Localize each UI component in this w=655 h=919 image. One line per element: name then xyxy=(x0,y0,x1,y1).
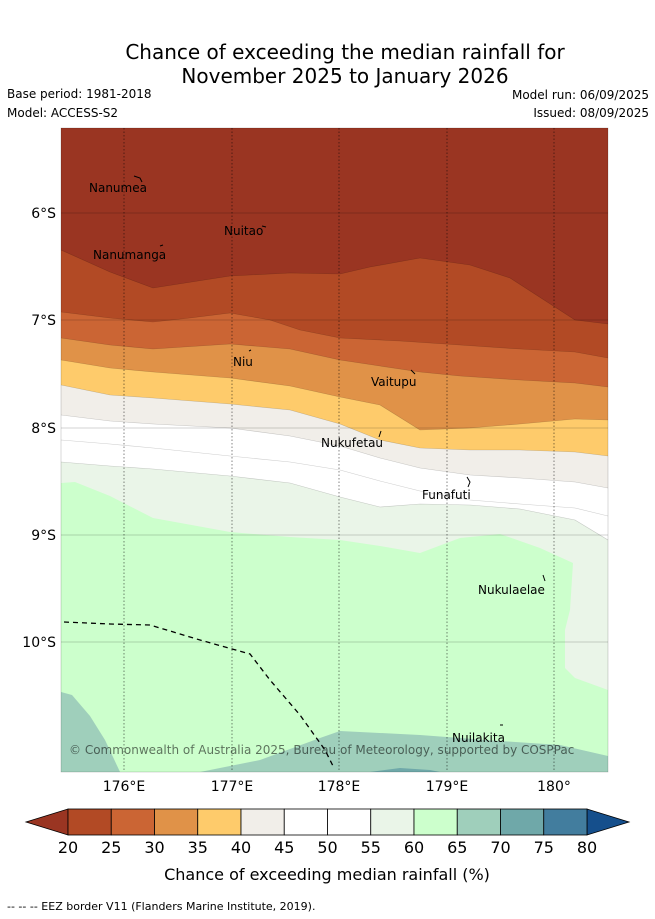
colorbar-segment xyxy=(370,808,415,836)
place-label-nukufetau: Nukufetau xyxy=(321,436,383,450)
colorbar-segment xyxy=(110,808,155,836)
colorbar-tick-label: 75 xyxy=(534,838,554,857)
lat-tick: 8°S xyxy=(31,421,56,437)
place-labels: Nanumea Nuitao Nanumanga Niu Vaitupu Nuk… xyxy=(89,181,545,745)
lon-tick: 178°E xyxy=(318,779,361,795)
colorbar-tick-label: 25 xyxy=(101,838,121,857)
band-65-70-west xyxy=(61,692,120,772)
band-65-70-south xyxy=(200,731,608,772)
rainfall-contours xyxy=(61,128,608,772)
colorbar-segment xyxy=(240,808,285,836)
copyright-notice: © Commonwealth of Australia 2025, Bureau… xyxy=(69,743,574,757)
colorbar-segment xyxy=(67,808,112,836)
colorbar-segment xyxy=(283,808,328,836)
band-60-65 xyxy=(61,482,608,772)
colorbar-segment xyxy=(543,808,588,836)
place-label-nuilakita: Nuilakita xyxy=(452,731,505,745)
colorbar-tick-label: 50 xyxy=(317,838,337,857)
colorbar-segment xyxy=(327,808,372,836)
colorbar: 20 25 30 35 40 45 50 55 60 65 70 75 80 xyxy=(24,808,631,857)
colorbar-tick-label: 40 xyxy=(231,838,251,857)
place-label-nukulaelae: Nukulaelae xyxy=(478,583,545,597)
lon-tick: 176°E xyxy=(103,779,146,795)
longitude-ticks: 176°E 177°E 178°E 179°E 180° xyxy=(103,779,571,795)
place-label-nanumea: Nanumea xyxy=(89,181,147,195)
issued-label: Issued: 08/09/2025 xyxy=(533,106,649,120)
model-run-label: Model run: 06/09/2025 xyxy=(511,88,649,102)
colorbar-tick-label: 20 xyxy=(58,838,78,857)
eez-border xyxy=(63,621,335,769)
place-label-nuitao: Nuitao xyxy=(224,224,263,238)
colorbar-segment xyxy=(197,808,242,836)
colorbar-tick-label: 60 xyxy=(404,838,424,857)
colorbar-tick-label: 45 xyxy=(274,838,294,857)
chart-title-line-1: Chance of exceeding the median rainfall … xyxy=(125,40,565,64)
place-label-nanumanga: Nanumanga xyxy=(93,248,166,262)
lat-tick: 9°S xyxy=(31,528,56,544)
lon-tick: 180° xyxy=(537,779,571,795)
colorbar-tick-label: 30 xyxy=(144,838,164,857)
island-outlines xyxy=(133,175,546,726)
colorbar-tick-label: 80 xyxy=(577,838,597,857)
colorbar-segment xyxy=(413,808,458,836)
map-gridlines xyxy=(123,128,555,772)
place-label-funafuti: Funafuti xyxy=(422,488,471,502)
band-70-75 xyxy=(370,768,440,772)
chart-title-line-2: November 2025 to January 2026 xyxy=(181,64,509,88)
place-label-niu: Niu xyxy=(233,355,253,369)
eez-footnote: -- -- -- EEZ border V11 (Flanders Marine… xyxy=(7,900,316,913)
lon-tick: 179°E xyxy=(426,779,469,795)
base-period-label: Base period: 1981-2018 xyxy=(7,87,152,101)
lon-tick: 177°E xyxy=(211,779,254,795)
colorbar-label: Chance of exceeding median rainfall (%) xyxy=(164,865,490,884)
latitude-ticks: 6°S 7°S 8°S 9°S 10°S xyxy=(22,206,56,651)
lat-tick: 10°S xyxy=(22,635,56,651)
colorbar-tick-label: 55 xyxy=(361,838,381,857)
colorbar-over-arrow xyxy=(586,808,631,836)
model-label: Model: ACCESS-S2 xyxy=(7,106,119,120)
colorbar-tick-label: 35 xyxy=(188,838,208,857)
colorbar-tick-label: 65 xyxy=(447,838,467,857)
place-label-vaitupu: Vaitupu xyxy=(371,375,417,389)
colorbar-tick-label: 70 xyxy=(490,838,510,857)
colorbar-segment xyxy=(456,808,501,836)
lat-tick: 6°S xyxy=(31,206,56,222)
colorbar-under-arrow xyxy=(24,808,69,836)
colorbar-segment xyxy=(500,808,545,836)
colorbar-segment xyxy=(154,808,199,836)
lat-tick: 7°S xyxy=(31,313,56,329)
